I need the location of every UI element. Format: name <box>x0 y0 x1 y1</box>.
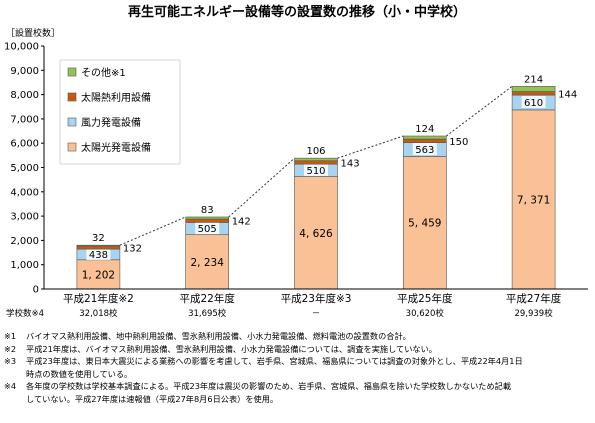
data-label: 5, 459 <box>408 218 441 230</box>
data-label: 610 <box>524 98 543 109</box>
legend-label: その他※1 <box>81 66 126 79</box>
y-axis-label: ［設置校数］ <box>6 27 60 39</box>
bar-segment <box>76 245 121 250</box>
data-label: 142 <box>232 217 251 228</box>
footnotes: ※1 バイオマス熱利用設備、地中熱利用設備、雪氷熱利用設備、小水力発電設備、燃料… <box>4 330 592 406</box>
data-label: 505 <box>198 224 217 235</box>
footnote-4: ※4 各年度の学校数は学校基本調査による。平成23年度は震災の影響のため、岩手県… <box>4 380 592 405</box>
school-count: － <box>312 309 321 319</box>
legend-swatch <box>67 117 77 127</box>
bar-segment <box>294 160 338 165</box>
y-tick-label: 1,000 <box>10 260 39 271</box>
x-axis: 平成21年度※2 32,018校 平成22年度 31,695校 平成23年度※3 － 平成2… <box>6 288 588 319</box>
data-label-bg <box>195 222 220 235</box>
data-label: 510 <box>306 166 325 177</box>
legend-swatch <box>67 142 77 152</box>
school-count: 29,939校 <box>514 308 553 319</box>
footnote-text: 平成21年度は、バイオマス熱利用設備、雪氷熱利用設備、小水力発電設備については、… <box>26 343 437 354</box>
footnote-2: ※2 平成21年度は、バイオマス熱利用設備、雪氷熱利用設備、小水力発電設備につい… <box>4 343 592 356</box>
footnote-text: バイオマス熱利用設備、地中熱利用設備、雪氷熱利用設備、小水力発電設備、燃料電池の… <box>26 331 411 341</box>
data-label: 124 <box>415 124 434 135</box>
trend-segment <box>337 135 404 159</box>
legend-swatch <box>67 92 77 102</box>
y-tick-label: 5,000 <box>10 163 39 174</box>
data-label: 4, 626 <box>299 228 333 240</box>
bar-segment <box>294 157 338 162</box>
footnote-mark: ※2 <box>4 343 17 354</box>
bar-segment <box>511 86 556 92</box>
school-count-label: 学校数※4 <box>6 308 44 319</box>
bars: 1, 202 438 132 32 2, 234 505 142 83 4, 626 510 143… <box>76 74 577 290</box>
data-label: 144 <box>558 89 577 100</box>
y-tick-label: 0 <box>33 285 39 296</box>
data-label-bg <box>521 95 546 108</box>
y-tick-label: 4,000 <box>10 187 39 198</box>
trend-line <box>119 85 513 246</box>
data-label-bg <box>86 247 111 260</box>
data-label: 2, 234 <box>190 257 224 269</box>
footnote-mark: ※1 <box>4 331 17 341</box>
school-count: 31,695校 <box>188 308 227 319</box>
data-label: 143 <box>341 158 360 169</box>
bar-segment <box>76 259 121 290</box>
bar-segment <box>185 234 229 290</box>
legend-box <box>59 59 181 165</box>
footnote-3: ※3 平成23年度は、東日本大震災による業務への影響を考慮して、岩手県、宮城県、… <box>4 355 592 380</box>
trend-segment <box>445 85 513 137</box>
bar-segment <box>76 244 121 247</box>
bar-segment <box>402 138 447 143</box>
bar-segment <box>402 156 447 290</box>
trend-segment <box>228 157 295 218</box>
chart-title: 再生可能エネルギー設備等の設置数の推移（小・中学校） <box>128 4 466 20</box>
footnote-mark: ※4 <box>4 381 17 392</box>
y-tick-label: 7,000 <box>10 114 39 125</box>
data-label: 563 <box>415 145 434 156</box>
school-count: 30,620校 <box>406 308 445 319</box>
legend-label: 太陽光発電設備 <box>81 141 151 154</box>
data-label: 106 <box>306 146 325 157</box>
data-label: 32 <box>92 233 105 244</box>
bar-segment <box>185 216 229 220</box>
trend-segment <box>119 216 186 246</box>
stacked-bar-chart: 再生可能エネルギー設備等の設置数の推移（小・中学校） ［設置校数］ 0 1,000… <box>4 4 588 319</box>
data-label: 132 <box>123 244 142 255</box>
y-tick-label: 6,000 <box>10 139 39 150</box>
data-label: 1, 202 <box>82 269 115 281</box>
footnote-text: 各年度の学校数は学校基本調査による。平成23年度は震災の影響のため、岩手県、宮城… <box>26 381 512 404</box>
bar-segment <box>185 218 229 223</box>
y-tick-label: 10,000 <box>4 42 39 53</box>
y-axis: 0 1,000 2,000 3,000 4,000 5,000 6,000 7,000 8,00… <box>4 42 45 296</box>
data-label: 214 <box>524 74 543 85</box>
legend-swatch <box>67 67 77 77</box>
y-tick-label: 3,000 <box>10 212 39 223</box>
legend-label: 太陽熱利用設備 <box>81 91 151 104</box>
footnote-text: 平成23年度は、東日本大震災による業務への影響を考慮して、岩手県、宮城県、福島県… <box>26 356 523 379</box>
data-label: 7, 371 <box>517 194 550 206</box>
bar-segment <box>402 135 447 140</box>
x-tick-label: 平成22年度 <box>180 292 236 305</box>
data-label: 83 <box>201 205 214 216</box>
school-count: 32,018校 <box>79 308 118 319</box>
y-tick-label: 2,000 <box>10 236 39 247</box>
x-tick-label: 平成21年度※2 <box>63 292 134 305</box>
data-label: 150 <box>449 137 468 148</box>
y-tick-label: 8,000 <box>10 90 39 101</box>
legend-label: 風力発電設備 <box>81 116 141 129</box>
footnote-1: ※1 バイオマス熱利用設備、地中熱利用設備、雪氷熱利用設備、小水力発電設備、燃料… <box>4 330 592 343</box>
footnote-mark: ※3 <box>4 356 17 367</box>
data-label-bg <box>412 143 437 156</box>
x-tick-label: 平成27年度 <box>506 292 562 305</box>
x-tick-label: 平成23年度※3 <box>281 292 352 305</box>
y-tick-label: 9,000 <box>10 66 39 77</box>
x-tick-label: 平成25年度 <box>397 292 453 305</box>
bar-segment <box>511 91 556 96</box>
data-label: 438 <box>89 250 108 261</box>
data-label-bg <box>304 163 328 176</box>
